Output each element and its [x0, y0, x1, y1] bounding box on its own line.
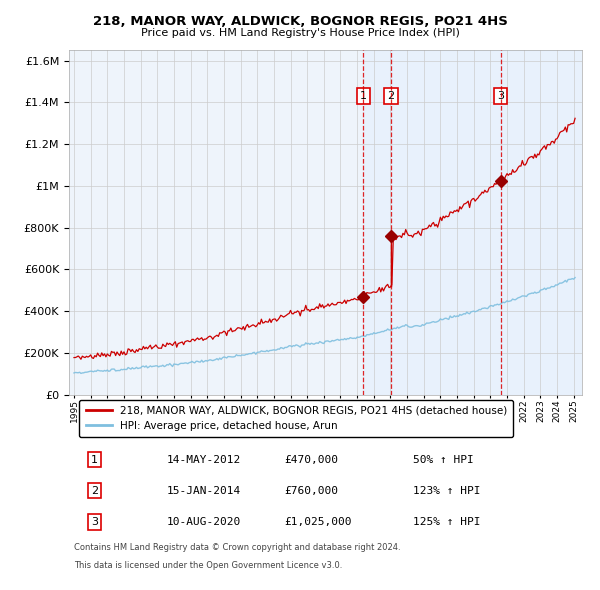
Text: Price paid vs. HM Land Registry's House Price Index (HPI): Price paid vs. HM Land Registry's House … [140, 28, 460, 38]
Text: 2: 2 [91, 486, 98, 496]
Text: 3: 3 [497, 91, 504, 101]
Text: 1: 1 [91, 454, 98, 464]
Text: 10-AUG-2020: 10-AUG-2020 [166, 517, 241, 527]
Text: £470,000: £470,000 [284, 454, 338, 464]
Text: Contains HM Land Registry data © Crown copyright and database right 2024.: Contains HM Land Registry data © Crown c… [74, 543, 401, 552]
Bar [391, 50, 500, 395]
Text: 15-JAN-2014: 15-JAN-2014 [166, 486, 241, 496]
Text: 14-MAY-2012: 14-MAY-2012 [166, 454, 241, 464]
Legend: 218, MANOR WAY, ALDWICK, BOGNOR REGIS, PO21 4HS (detached house), HPI: Average p: 218, MANOR WAY, ALDWICK, BOGNOR REGIS, P… [79, 399, 514, 437]
Text: 50% ↑ HPI: 50% ↑ HPI [413, 454, 473, 464]
Text: 2: 2 [388, 91, 395, 101]
Text: 218, MANOR WAY, ALDWICK, BOGNOR REGIS, PO21 4HS: 218, MANOR WAY, ALDWICK, BOGNOR REGIS, P… [92, 15, 508, 28]
Text: 3: 3 [91, 517, 98, 527]
Text: 125% ↑ HPI: 125% ↑ HPI [413, 517, 480, 527]
Text: 123% ↑ HPI: 123% ↑ HPI [413, 486, 480, 496]
Bar [364, 50, 391, 395]
Text: This data is licensed under the Open Government Licence v3.0.: This data is licensed under the Open Gov… [74, 560, 343, 570]
Bar [500, 50, 590, 395]
Text: 1: 1 [360, 91, 367, 101]
Text: £760,000: £760,000 [284, 486, 338, 496]
Text: £1,025,000: £1,025,000 [284, 517, 352, 527]
